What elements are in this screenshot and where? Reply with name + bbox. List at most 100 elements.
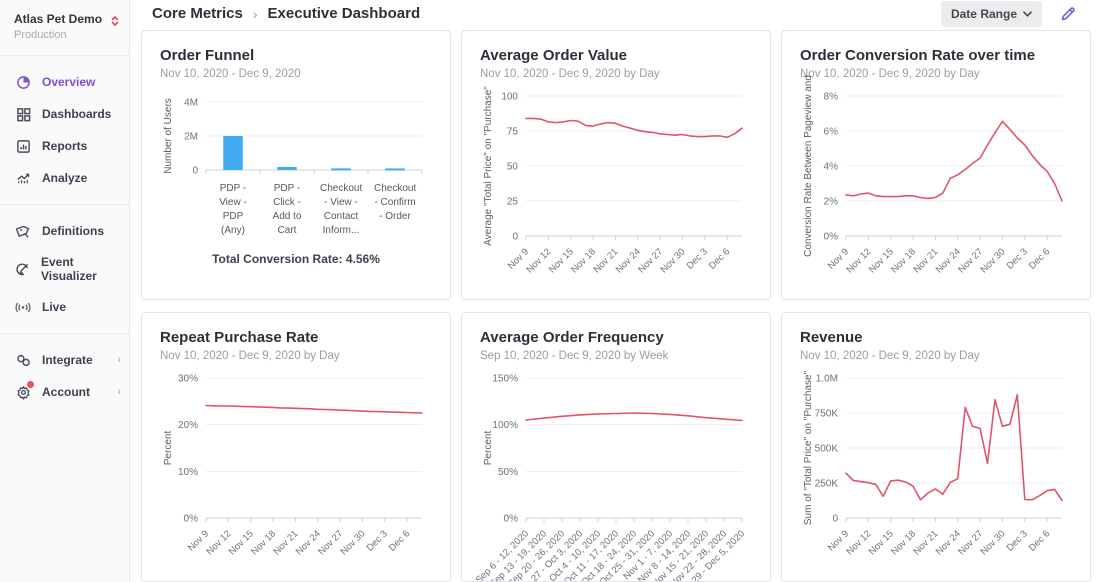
chart-date-range: Nov 10, 2020 - Dec 9, 2020 by Day [480, 68, 660, 80]
svg-text:Nov 30: Nov 30 [338, 528, 367, 557]
svg-text:0: 0 [192, 166, 198, 177]
card-average-order-frequency: Average Order Frequency Sep 10, 2020 - D… [461, 312, 771, 582]
edit-dashboard-button[interactable] [1058, 4, 1078, 24]
sidebar: Atlas Pet Demo Production Overview Dashb… [0, 0, 130, 582]
chart-title: Order Conversion Rate over time [800, 47, 1036, 64]
total-conversion-rate: Total Conversion Rate: 4.56% [212, 252, 380, 266]
chart-title: Average Order Value [480, 47, 628, 64]
card-repeat-purchase-rate: Repeat Purchase Rate Nov 10, 2020 - Dec … [141, 312, 451, 582]
date-range-button[interactable]: Date Range [940, 0, 1042, 27]
sidebar-item-reports[interactable]: Reports [0, 130, 129, 162]
dashboard-grid: Order Funnel Nov 10, 2020 - Dec 9, 2020 … [141, 30, 1091, 582]
svg-text:Nov 30: Nov 30 [978, 246, 1007, 275]
svg-text:100%: 100% [492, 420, 518, 431]
svg-text:2M: 2M [184, 132, 198, 143]
top-bar: Core Metrics › Executive Dashboard Date … [130, 0, 1100, 27]
svg-text:10%: 10% [178, 467, 198, 478]
workspace-name: Atlas Pet Demo [14, 12, 103, 26]
svg-text:0: 0 [832, 514, 838, 525]
chart-date-range: Nov 10, 2020 - Dec 9, 2020 by Day [800, 350, 980, 362]
chart-date-range: Sep 10, 2020 - Dec 9, 2020 by Week [480, 350, 669, 362]
svg-text:Number of Users: Number of Users [163, 98, 174, 174]
sidebar-item-analyze[interactable]: Analyze [0, 162, 129, 194]
chart-date-range: Nov 10, 2020 - Dec 9, 2020 by Day [160, 350, 340, 362]
svg-text:0%: 0% [184, 514, 199, 525]
svg-text:0%: 0% [504, 514, 519, 525]
chart-title: Average Order Frequency [480, 329, 664, 346]
chevron-right-icon: › [117, 354, 121, 366]
pencil-icon [1061, 6, 1075, 20]
line-chart: 0% 2% 4% 6% 8% Conversion Rate Between Pagevi… [800, 75, 1072, 296]
funnel-step-label: Checkout - View - Contact Inform... [320, 183, 363, 236]
svg-text:4%: 4% [824, 162, 839, 173]
sidebar-item-event-visualizer[interactable]: Event Visualizer [0, 247, 129, 291]
sidebar-divider [0, 333, 129, 334]
line-chart: 0% 50% 100% 150% Percent Sep 6 - 12, 2020 Sep … [474, 368, 752, 582]
line-chart: 0% 10% 20% 30% Percent Nov 9 Nov 12 Nov 15 Nov 1… [160, 368, 432, 578]
breadcrumb-separator-icon: › [252, 5, 258, 22]
overview-icon [15, 74, 31, 90]
funnel-step-label: PDP - View - PDP (Any) [219, 183, 247, 236]
chart-date-range: Nov 10, 2020 - Dec 9, 2020 [160, 68, 301, 80]
event-visualizer-icon [15, 261, 30, 277]
funnel-step-label: PDP - Click - Add to Cart [272, 183, 302, 236]
sidebar-item-label: Live [42, 300, 67, 314]
svg-text:Dec 6: Dec 6 [707, 246, 732, 271]
svg-text:Percent: Percent [163, 431, 174, 466]
definitions-icon [15, 223, 31, 239]
sidebar-item-definitions[interactable]: Definitions [0, 215, 129, 247]
svg-text:30%: 30% [178, 374, 198, 385]
sidebar-item-account[interactable]: Account › [0, 376, 129, 408]
workspace-switcher[interactable]: Atlas Pet Demo Production [0, 10, 129, 51]
breadcrumb-collection[interactable]: Core Metrics [152, 5, 243, 22]
svg-text:Nov 30: Nov 30 [978, 528, 1007, 557]
svg-text:750K: 750K [815, 409, 839, 420]
svg-text:Dec 3: Dec 3 [685, 246, 710, 271]
svg-text:Dec 3: Dec 3 [1005, 246, 1030, 271]
card-average-order-value: Average Order Value Nov 10, 2020 - Dec 9… [461, 30, 771, 300]
dashboards-icon [15, 106, 31, 122]
svg-text:50: 50 [507, 162, 519, 173]
svg-text:6%: 6% [824, 127, 839, 138]
svg-text:Dec 3: Dec 3 [1005, 528, 1030, 553]
svg-text:50%: 50% [498, 467, 518, 478]
svg-text:Dec 6: Dec 6 [387, 528, 412, 553]
sidebar-item-label: Reports [42, 139, 88, 153]
funnel-step-labels: PDP - View - PDP (Any) PDP - Click - Add … [206, 182, 422, 238]
svg-text:Dec 6: Dec 6 [1027, 246, 1052, 271]
live-icon [15, 299, 31, 315]
funnel-chart: 0 2M 4M Number of Users [160, 92, 432, 177]
notification-dot [27, 381, 34, 388]
chevron-down-icon [1023, 10, 1032, 17]
sidebar-divider [0, 204, 129, 205]
sidebar-item-integrate[interactable]: Integrate › [0, 344, 129, 376]
svg-text:Dec 6: Dec 6 [1027, 528, 1052, 553]
sidebar-item-dashboards[interactable]: Dashboards [0, 98, 129, 130]
svg-text:8%: 8% [824, 92, 839, 103]
sidebar-item-label: Analyze [42, 171, 88, 185]
integrate-icon [15, 352, 31, 368]
sidebar-item-label: Account [42, 385, 90, 399]
svg-text:100: 100 [501, 92, 518, 103]
sidebar-item-label: Event Visualizer [41, 255, 97, 283]
sidebar-item-overview[interactable]: Overview [0, 66, 129, 98]
main-content: Core Metrics › Executive Dashboard Date … [130, 0, 1100, 582]
svg-text:Percent: Percent [483, 431, 494, 466]
line-chart: 0 250K 500K 750K 1.0M Sum of "Total Price" on… [800, 368, 1072, 578]
workspace-caret-icon [111, 15, 119, 27]
svg-text:Conversion Rate Between Pagevi: Conversion Rate Between Pageview and [803, 75, 814, 257]
breadcrumb-dashboard-title: Executive Dashboard [267, 5, 421, 22]
sidebar-item-label: Definitions [42, 224, 104, 238]
card-order-conversion-rate: Order Conversion Rate over time Nov 10, … [781, 30, 1091, 300]
svg-text:4M: 4M [184, 98, 198, 109]
gear-icon [15, 381, 34, 400]
card-order-funnel: Order Funnel Nov 10, 2020 - Dec 9, 2020 … [141, 30, 451, 300]
sidebar-item-live[interactable]: Live [0, 291, 129, 323]
svg-text:2%: 2% [824, 197, 839, 208]
svg-text:Nov 30: Nov 30 [658, 246, 687, 275]
analyze-icon [15, 170, 31, 186]
chart-title: Order Funnel [160, 47, 255, 64]
svg-text:Dec 3: Dec 3 [365, 528, 390, 553]
svg-text:0%: 0% [824, 232, 839, 243]
sidebar-item-label: Overview [42, 75, 96, 89]
